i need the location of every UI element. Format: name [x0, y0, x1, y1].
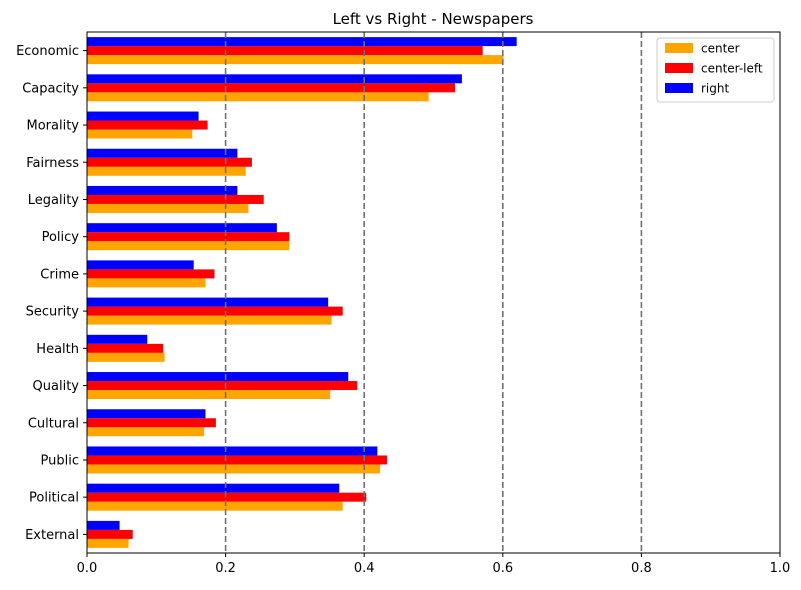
y-tick-label: Fairness	[26, 156, 79, 171]
legend-label-right: right	[701, 82, 729, 96]
x-tick-label: 1.0	[770, 561, 791, 576]
bar-center-left-crime	[87, 269, 215, 279]
bar-right-public	[87, 446, 378, 456]
bar-right-economic	[87, 37, 517, 47]
bar-center-policy	[87, 241, 290, 251]
bar-center-left-external	[87, 529, 133, 539]
bar-center-left-economic	[87, 46, 483, 56]
bar-center-left-morality	[87, 120, 208, 130]
bar-center-left-capacity	[87, 83, 455, 93]
bar-center-left-political	[87, 492, 367, 502]
legend-swatch-center	[665, 43, 693, 53]
x-tick-label: 0.6	[492, 561, 513, 576]
x-tick-label: 0.4	[354, 561, 375, 576]
y-tick-label: Legality	[28, 193, 80, 208]
bar-center-public	[87, 464, 381, 474]
y-tick-label: Security	[26, 305, 80, 320]
bar-center-left-policy	[87, 232, 290, 242]
bar-right-morality	[87, 111, 199, 121]
legend-label-center-left: center-left	[701, 62, 763, 76]
bar-center-morality	[87, 129, 193, 139]
bar-center-left-legality	[87, 194, 264, 204]
bar-center-economic	[87, 55, 504, 65]
bar-center-left-health	[87, 343, 164, 353]
bar-center-left-security	[87, 306, 343, 316]
bar-right-cultural	[87, 409, 206, 419]
y-tick-label: Economic	[16, 44, 79, 59]
bar-right-policy	[87, 223, 277, 233]
bar-right-quality	[87, 372, 349, 382]
bar-center-left-fairness	[87, 157, 252, 167]
y-tick-label: Policy	[42, 230, 80, 245]
bar-center-health	[87, 352, 165, 362]
bar-right-external	[87, 520, 120, 530]
y-tick-label: Capacity	[22, 81, 79, 96]
y-tick-label: Health	[36, 342, 79, 357]
bar-center-quality	[87, 390, 331, 400]
bar-center-left-cultural	[87, 418, 216, 428]
bar-right-capacity	[87, 74, 462, 84]
bar-center-security	[87, 315, 332, 325]
axes-frame	[86, 31, 781, 554]
bar-right-security	[87, 297, 329, 307]
x-tick-label: 0.2	[215, 561, 236, 576]
bar-center-left-public	[87, 455, 388, 465]
legend: center center-left right	[656, 37, 775, 103]
bar-right-health	[87, 334, 148, 344]
bar-right-crime	[87, 260, 194, 270]
bar-center-cultural	[87, 427, 205, 437]
y-tick-label: External	[25, 528, 79, 543]
x-tick-label: 0.0	[77, 561, 98, 576]
bar-center-crime	[87, 278, 206, 288]
y-tick-label: Political	[29, 491, 79, 506]
y-tick-label: Public	[41, 453, 79, 468]
x-tick-label: 0.8	[631, 561, 652, 576]
legend-label-center: center	[701, 42, 740, 56]
bar-right-political	[87, 483, 340, 493]
y-tick-label: Cultural	[28, 416, 79, 431]
bar-right-fairness	[87, 148, 238, 158]
plot-area: Economic Capacity Morality Fairness Legality…	[16, 31, 791, 576]
bar-center-fairness	[87, 166, 246, 176]
y-tick-label: Morality	[27, 119, 80, 134]
bar-center-legality	[87, 203, 249, 213]
bar-right-legality	[87, 185, 238, 195]
chart-title: Left vs Right - Newspapers	[333, 10, 534, 28]
legend-swatch-right	[665, 83, 693, 93]
bar-center-external	[87, 538, 129, 548]
legend-swatch-center-left	[665, 63, 693, 73]
y-tick-label: Quality	[33, 379, 80, 394]
bar-center-left-quality	[87, 381, 358, 391]
bar-center-political	[87, 501, 343, 511]
bar-center-capacity	[87, 92, 429, 102]
y-tick-label: Crime	[40, 267, 79, 282]
